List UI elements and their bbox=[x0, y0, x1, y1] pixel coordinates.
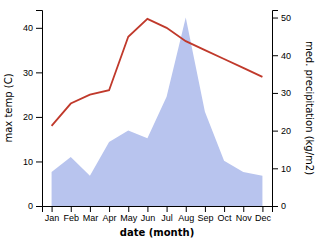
tick-label: 10 bbox=[281, 164, 291, 174]
tick: Apr bbox=[103, 206, 117, 223]
tick: 10 bbox=[23, 157, 42, 167]
tick-mark bbox=[71, 206, 72, 212]
axis-line bbox=[36, 11, 43, 207]
tick-label: Apr bbox=[103, 213, 117, 223]
tick: Nov bbox=[236, 206, 253, 223]
axis-line bbox=[43, 207, 273, 213]
tick: 10 bbox=[272, 164, 291, 174]
tick-label: Dec bbox=[255, 213, 272, 223]
temperature-line bbox=[52, 19, 263, 126]
tick: 30 bbox=[272, 88, 291, 98]
tick-mark bbox=[36, 117, 42, 118]
tick-label: 30 bbox=[23, 68, 33, 78]
tick: 40 bbox=[272, 51, 291, 61]
tick: Jun bbox=[141, 206, 156, 223]
tick-mark bbox=[272, 93, 278, 94]
tick-mark bbox=[90, 206, 91, 212]
tick: Aug bbox=[178, 206, 194, 223]
tick-mark bbox=[109, 206, 110, 212]
tick: Jan bbox=[45, 206, 60, 223]
tick: Mar bbox=[83, 206, 99, 223]
tick: Jul bbox=[161, 206, 173, 223]
tick: Sep bbox=[197, 206, 213, 223]
tick-mark bbox=[272, 18, 278, 19]
tick-label: 20 bbox=[281, 126, 291, 136]
tick-mark bbox=[224, 206, 225, 212]
tick-label: 50 bbox=[281, 13, 291, 23]
tick-label: 40 bbox=[23, 23, 33, 33]
tick: Dec bbox=[255, 206, 272, 223]
tick-label: Jul bbox=[161, 213, 173, 223]
tick-label: Jan bbox=[45, 213, 60, 223]
tick: Feb bbox=[63, 206, 79, 223]
plot: JanFeb Mar AprMayJun Jul AugSep OctNovDec 0 10 2… bbox=[3, 11, 315, 239]
tick-mark bbox=[36, 28, 42, 29]
tick-label: Aug bbox=[178, 213, 194, 223]
marks bbox=[52, 18, 263, 206]
axis: 0 10 20 30 40 bbox=[23, 11, 43, 212]
tick-label: Oct bbox=[218, 213, 233, 223]
tick-mark bbox=[36, 72, 42, 73]
tick-mark bbox=[243, 206, 244, 212]
tick-mark bbox=[167, 206, 168, 212]
tick-mark bbox=[128, 206, 129, 212]
tick-label: Mar bbox=[83, 213, 99, 223]
chart: JanFeb Mar AprMayJun Jul AugSep OctNovDec 0 10 2… bbox=[0, 0, 318, 242]
tick-label: May bbox=[120, 213, 138, 223]
tick-mark bbox=[52, 206, 53, 212]
tick-mark bbox=[36, 206, 42, 207]
tick: 20 bbox=[272, 126, 291, 136]
tick-label: Nov bbox=[236, 213, 253, 223]
tick-label: Feb bbox=[63, 213, 79, 223]
tick-mark bbox=[36, 161, 42, 162]
tick-label: Jun bbox=[141, 213, 156, 223]
tick-label: 30 bbox=[281, 88, 291, 98]
tick-mark bbox=[262, 206, 263, 212]
y2-axis-title: med. precipitation (kg/m2) bbox=[304, 41, 315, 175]
tick: Oct bbox=[218, 206, 233, 223]
tick-mark bbox=[147, 206, 148, 212]
tick-mark bbox=[205, 206, 206, 212]
tick: 20 bbox=[23, 112, 42, 122]
tick: 0 bbox=[28, 201, 42, 211]
tick-label: 0 bbox=[281, 201, 286, 211]
tick: May bbox=[120, 206, 138, 223]
axis-line bbox=[273, 11, 279, 207]
axis: 0 10 20 30 40 50 bbox=[272, 11, 291, 212]
tick: 40 bbox=[23, 23, 42, 33]
tick-mark bbox=[272, 131, 278, 132]
tick-label: 10 bbox=[23, 157, 33, 167]
tick: 30 bbox=[23, 68, 42, 78]
x-axis-title: date (month) bbox=[120, 227, 194, 238]
tick-mark bbox=[272, 168, 278, 169]
tick-label: 20 bbox=[23, 112, 33, 122]
tick-label: 0 bbox=[28, 201, 33, 211]
precipitation-area bbox=[52, 18, 263, 206]
y-axis-title: max temp (C) bbox=[3, 73, 14, 142]
tick-mark bbox=[186, 206, 187, 212]
tick: 0 bbox=[272, 201, 286, 211]
axis: JanFeb Mar AprMayJun Jul AugSep OctNovDec bbox=[43, 206, 273, 223]
tick-mark bbox=[272, 55, 278, 56]
tick-mark bbox=[272, 206, 278, 207]
tick-label: 40 bbox=[281, 51, 291, 61]
tick: 50 bbox=[272, 13, 291, 23]
tick-label: Sep bbox=[197, 213, 213, 223]
